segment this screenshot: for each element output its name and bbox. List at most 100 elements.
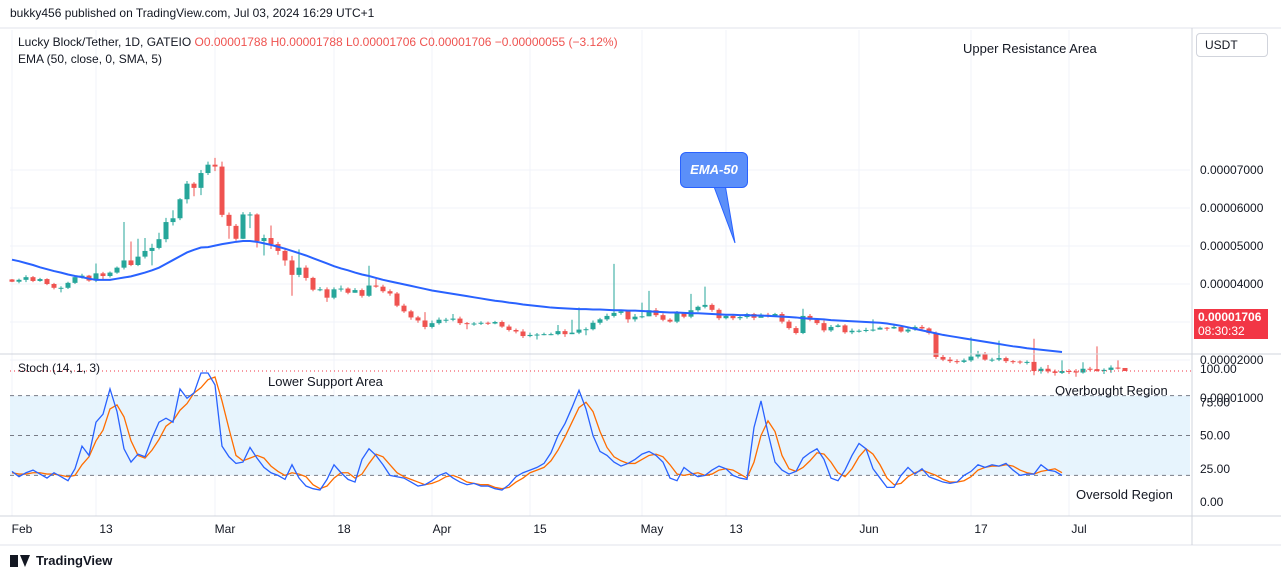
- candle-down: [226, 214, 232, 226]
- candle-down: [51, 284, 57, 288]
- candle-down: [464, 323, 470, 325]
- candle-up: [317, 289, 323, 291]
- lower-support-label: Lower Support Area: [268, 374, 383, 389]
- candle-up: [492, 322, 498, 324]
- price-tick-label: 0.00005000: [1200, 239, 1264, 253]
- stoch-legend: Stoch (14, 1, 3): [18, 361, 101, 375]
- candle-up: [58, 287, 64, 289]
- tradingview-wordmark: TradingView: [36, 553, 113, 568]
- candle-up: [604, 315, 610, 320]
- candle-up: [527, 334, 533, 337]
- candle-up: [205, 164, 211, 174]
- candle-down: [345, 288, 351, 293]
- currency-selector[interactable]: USDT: [1196, 33, 1268, 57]
- overbought-label: Overbought Region: [1055, 383, 1168, 398]
- candle-up: [877, 327, 883, 330]
- time-tick-label: Mar: [215, 522, 236, 536]
- candle-down: [457, 318, 463, 324]
- candle-down: [947, 359, 953, 362]
- stoch-d-line: [11, 376, 1063, 490]
- stoch-tick-label: 0.00: [1200, 495, 1224, 509]
- upper-resistance-label: Upper Resistance Area: [963, 41, 1097, 56]
- candle-down: [359, 290, 365, 296]
- candle-down: [1073, 371, 1079, 373]
- candle-down: [401, 305, 407, 312]
- candle-up: [93, 273, 99, 281]
- ema-50-callout: EMA-50: [680, 152, 748, 188]
- stoch-tick-label: 75.00: [1200, 395, 1230, 409]
- time-tick-label: May: [641, 522, 664, 536]
- candle-down: [499, 322, 505, 327]
- candle-down: [940, 356, 946, 360]
- candle-down: [709, 304, 715, 310]
- price-tick-label: 0.00001000: [1200, 391, 1264, 405]
- candle-down: [786, 321, 792, 329]
- candle-up: [863, 329, 869, 331]
- price-tick-label: 0.00006000: [1200, 201, 1264, 215]
- candle-down: [933, 333, 939, 357]
- candle-down: [9, 279, 15, 282]
- candle-up: [569, 332, 575, 335]
- candle-up: [198, 173, 204, 188]
- candle-down: [415, 317, 421, 321]
- time-tick-label: 13: [729, 522, 743, 536]
- candle-up: [828, 326, 834, 331]
- candle-down: [1122, 367, 1128, 372]
- candle-up: [156, 239, 162, 248]
- time-tick-label: Apr: [433, 522, 452, 536]
- candle-down: [1045, 368, 1051, 372]
- candle-up: [1059, 371, 1065, 373]
- candle-up: [702, 304, 708, 307]
- candle-up: [184, 183, 190, 200]
- candle-up: [23, 277, 29, 280]
- candle-up: [576, 329, 582, 333]
- last-price-tag: 0.00001706 08:30:32: [1194, 309, 1268, 339]
- candle-down: [1010, 361, 1016, 363]
- candle-up: [541, 334, 547, 336]
- candle-up: [618, 311, 624, 313]
- time-tick-label: Jun: [859, 522, 878, 536]
- candle-up: [471, 323, 477, 325]
- candle-down: [485, 322, 491, 324]
- ema-legend: EMA (50, close, 0, SMA, 5): [18, 52, 163, 66]
- stoch-k-line: [11, 372, 1063, 491]
- candle-down: [926, 328, 932, 334]
- time-tick-label: Feb: [12, 522, 33, 536]
- candle-down: [842, 325, 848, 333]
- candle-down: [100, 273, 106, 277]
- candle-down: [268, 238, 274, 245]
- time-tick-label: 13: [99, 522, 113, 536]
- price-tick-label: 0.00002000: [1200, 353, 1264, 367]
- candle-up: [114, 267, 120, 273]
- candle-down: [1115, 367, 1121, 369]
- candle-up: [800, 315, 806, 334]
- candle-up: [121, 260, 127, 268]
- stoch-tick-label: 25.00: [1200, 462, 1230, 476]
- time-tick-label: 18: [337, 522, 351, 536]
- candle-down: [730, 315, 736, 319]
- candle-down: [408, 311, 414, 318]
- candle-up: [870, 329, 876, 331]
- candle-up: [163, 222, 169, 240]
- candle-up: [240, 214, 246, 239]
- candle-up: [975, 353, 981, 357]
- candle-up: [737, 317, 743, 319]
- tradingview-logo[interactable]: TradingView: [10, 553, 112, 568]
- candle-down: [1031, 361, 1037, 372]
- candle-down: [191, 183, 197, 188]
- time-tick-label: 17: [974, 522, 988, 536]
- candle-down: [793, 328, 799, 334]
- candle-down: [625, 311, 631, 320]
- candle-up: [142, 250, 148, 257]
- candle-up: [723, 315, 729, 319]
- candle-up: [478, 322, 484, 324]
- candle-down: [562, 331, 568, 335]
- candle-up: [16, 279, 22, 282]
- candle-down: [310, 277, 316, 290]
- candle-down: [422, 320, 428, 327]
- candle-up: [247, 214, 253, 216]
- candle-down: [660, 315, 666, 320]
- candle-up: [961, 360, 967, 362]
- candle-up: [170, 218, 176, 223]
